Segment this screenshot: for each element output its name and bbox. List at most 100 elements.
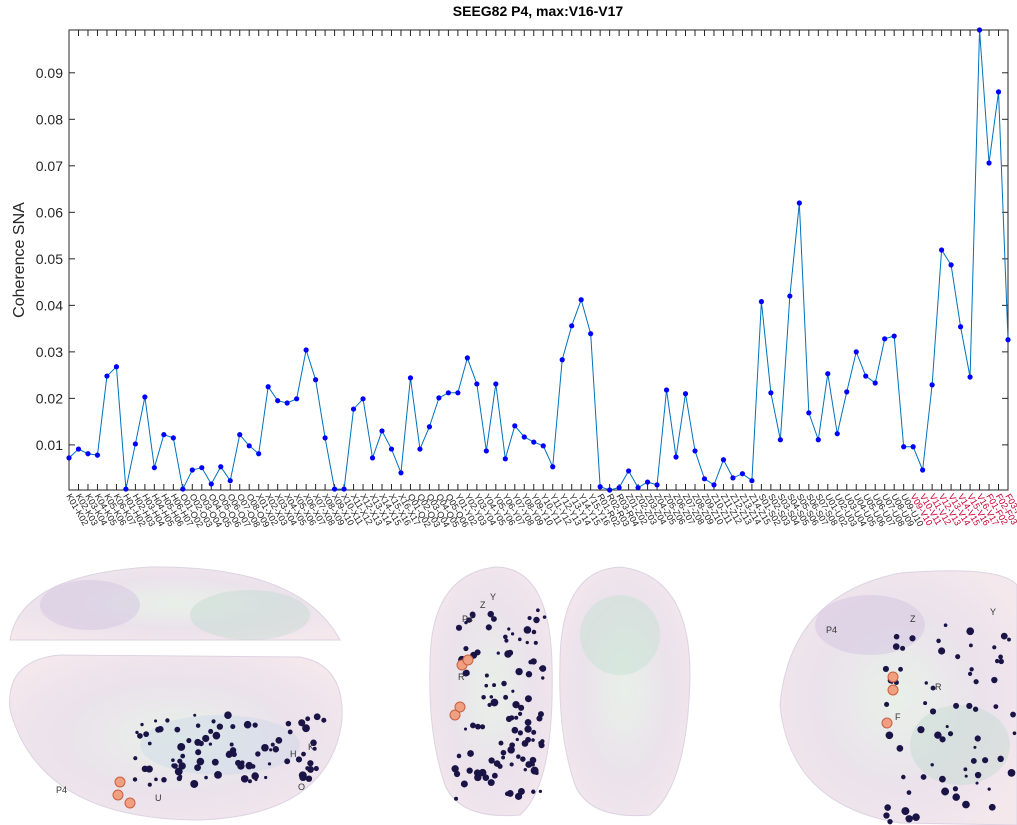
data-point [161,432,167,438]
data-point [445,390,451,396]
data-point [151,465,157,471]
electrode-contact [523,626,532,634]
electrode-contact [313,713,321,721]
electrode-contact [208,742,213,746]
data-point [398,470,404,476]
electrode-contact [243,720,252,729]
electrode-contact [905,815,913,823]
electrode-contact [174,767,183,776]
electrode-contact [466,767,473,774]
electrode-contact [507,746,515,754]
electrode-contact [967,671,973,677]
chart-title: SEEG82 P4, max:V16-V17 [453,3,624,19]
electrode-contact [193,713,197,717]
electrode-contact [475,723,481,730]
y-tick-label: 0.04 [36,297,63,313]
electrode-contact [900,645,906,651]
brain-label: P4 [826,625,837,635]
brain-label: Z [480,600,486,610]
electrode-contact [229,742,234,747]
electrode-contact [883,812,890,819]
data-point [626,468,632,474]
electrode-contact [225,751,233,759]
electrode-contact [955,654,961,660]
data-point [844,389,850,395]
electrode-contact [530,762,535,767]
electrode-contact [155,726,162,733]
data-point [986,160,992,166]
electrode-contact [534,771,539,776]
data-point [644,479,651,485]
highlight-contact [449,709,461,721]
electrode-contact [269,748,273,752]
brain-label: K [308,742,314,752]
electrode-contact [901,807,910,816]
electrode-contact [507,649,514,656]
electrode-contact [171,763,176,768]
data-point [654,482,660,488]
data-point [303,347,309,353]
electrode-contact [321,717,327,723]
electrode-contact [180,753,186,759]
electrode-contact [524,725,532,733]
electrode-contact [194,764,201,772]
electrode-contact [514,715,519,720]
electrode-contact [1007,637,1011,642]
electrode-contact [538,742,545,749]
electrode-contact [455,624,463,631]
electrode-contact [305,775,313,782]
electrode-contact [460,780,468,788]
data-point [113,364,120,370]
electrode-contact [305,716,311,722]
electrode-contact [493,760,501,767]
y-tick-label: 0.03 [36,344,63,360]
brain-label: Y [990,607,996,617]
data-point [379,428,385,434]
data-point [455,390,461,396]
electrode-contact [216,723,224,730]
electrode-contact [161,777,167,783]
electrode-contact [147,741,152,746]
brain-label: P4 [462,614,473,624]
brain-label: P4 [56,785,67,795]
electrode-contact [463,727,468,731]
data-point [218,464,224,470]
electrode-contact [132,777,138,782]
data-point [313,377,319,383]
electrode-contact [952,786,959,792]
data-point [426,424,433,430]
electrode-contact [177,742,186,751]
electrode-contact [212,731,221,740]
electrode-contact [261,743,269,752]
electrode-contact [174,726,181,733]
data-point [275,398,281,404]
highlight-contact [454,701,466,713]
electrode-contact [997,755,1004,763]
data-point [853,349,859,355]
data-point [464,355,470,361]
electrode-contact [145,765,153,773]
electrode-contact [930,763,934,767]
data-point [588,331,594,337]
plot-frame [68,29,1009,491]
electrode-contact [198,740,204,747]
electrode-contact [887,818,893,825]
electrode-contact [962,800,970,809]
data-point [663,387,670,393]
electrode-contact [466,617,472,623]
electrode-contact [906,790,912,795]
brain-label: R [458,672,465,682]
data-point [739,471,746,477]
electrode-contact [284,758,291,765]
y-tick-label: 0.02 [36,390,63,406]
electrode-contact [211,719,216,724]
electrode-contact [295,756,303,763]
data-point [360,396,366,402]
electrode-contact [525,761,533,768]
data-point [540,443,546,449]
data-point [512,423,518,429]
chart: SEEG82 P4, max:V16-V17 Coherence SNA 0.0… [11,3,1017,529]
electrode-contact [503,634,508,640]
electrode-contact [943,623,948,628]
